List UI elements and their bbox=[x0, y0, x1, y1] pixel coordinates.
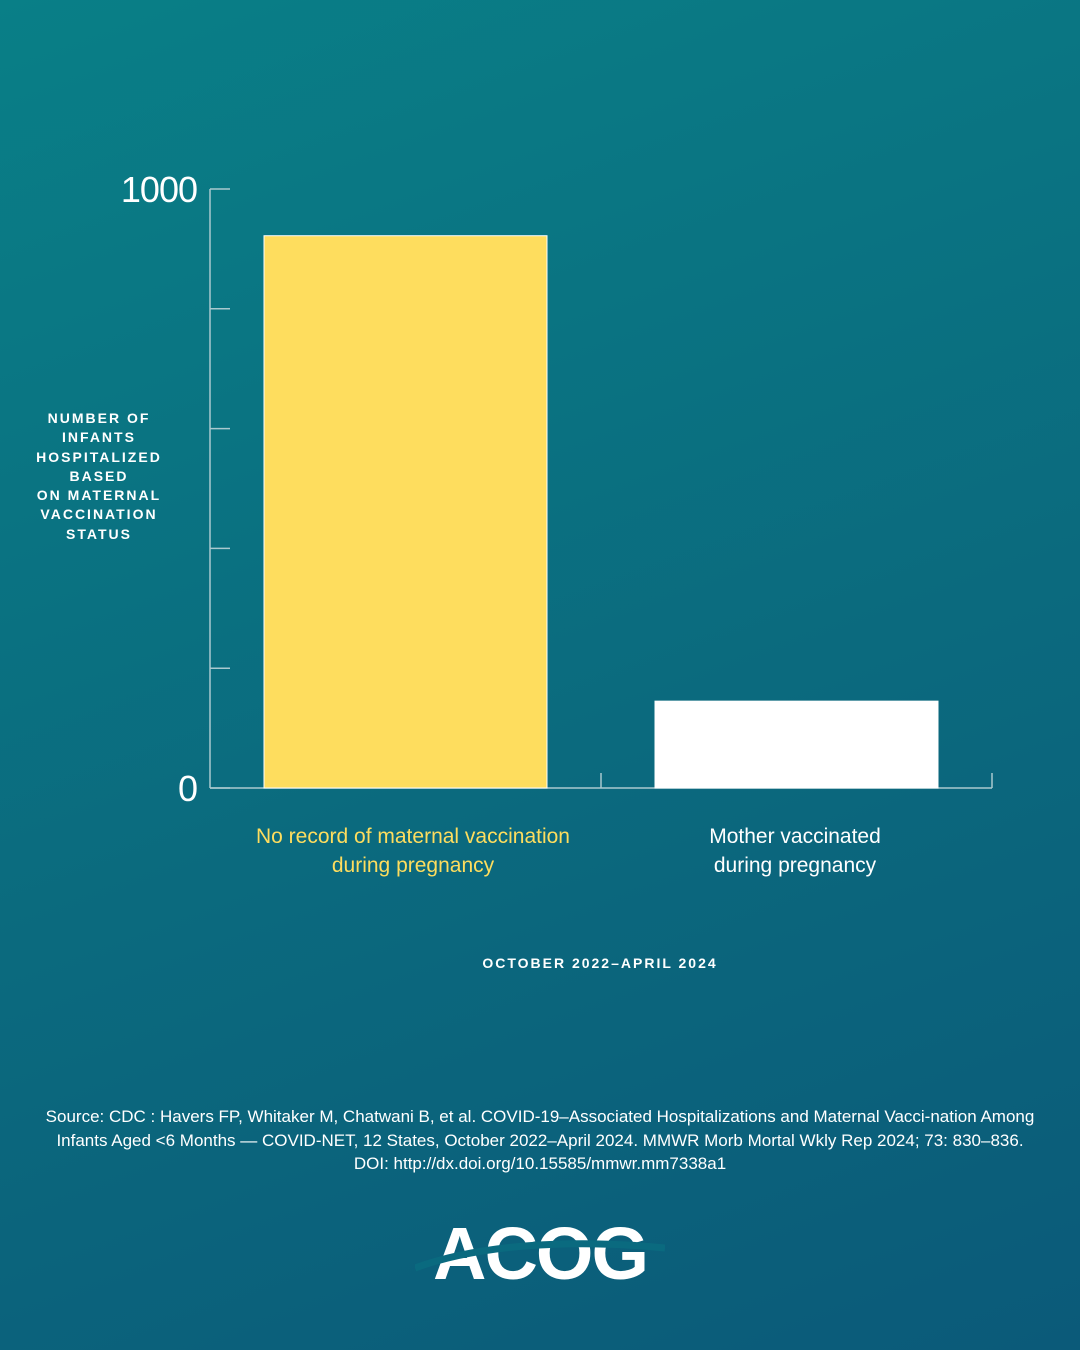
y-tick-labels: 0 1000 bbox=[121, 169, 198, 809]
bar-0 bbox=[263, 235, 548, 789]
logo-swoosh-icon bbox=[415, 1240, 665, 1272]
y-axis-label: NUMBER OF INFANTS HOSPITALIZED BASED ON … bbox=[36, 410, 162, 542]
source-citation: Source: CDC : Havers FP, Whitaker M, Cha… bbox=[45, 1107, 1035, 1173]
chart-bars bbox=[263, 235, 939, 789]
category-label-vaccinated: Mother vaccinated during pregnancy bbox=[709, 825, 881, 877]
acog-logo: ACOG bbox=[415, 1217, 665, 1291]
y-tick-label-1000: 1000 bbox=[121, 169, 197, 210]
x-axis-period-label: OCTOBER 2022–APRIL 2024 bbox=[482, 955, 718, 971]
category-label-no-vaccination: No record of maternal vaccination during… bbox=[256, 825, 570, 877]
bar-1 bbox=[654, 700, 939, 789]
y-tick-label-0: 0 bbox=[178, 768, 197, 809]
